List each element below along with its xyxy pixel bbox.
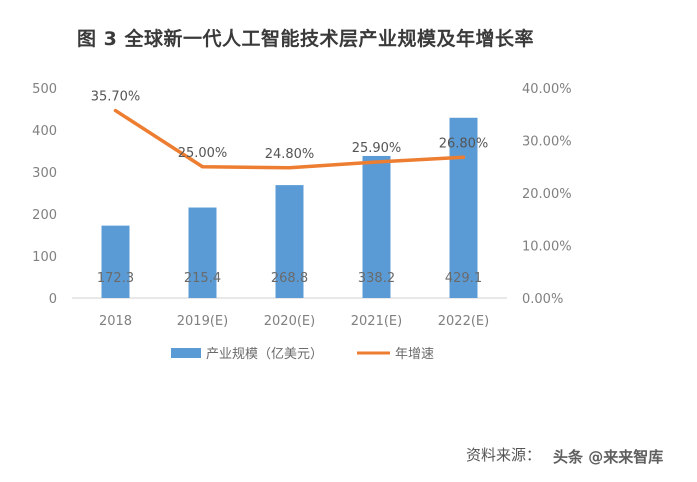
x-tick-label: 2018 xyxy=(99,314,132,329)
right-tick-label: 10.00% xyxy=(522,240,572,255)
line-value-label: 24.80% xyxy=(265,147,315,162)
line-value-label: 25.90% xyxy=(352,141,402,156)
bar-value-label: 172.3 xyxy=(97,271,134,286)
line-value-label: 26.80% xyxy=(439,136,489,151)
line-value-labels: 35.70% 25.00% 24.80% 25.90% 26.80% xyxy=(91,90,489,162)
left-tick-label: 300 xyxy=(32,166,57,181)
x-axis-labels: 2018 2019(E) 2020(E) 2021(E) 2022(E) xyxy=(99,314,489,329)
left-tick-label: 400 xyxy=(32,124,57,139)
watermark: 头条 @来来智库 xyxy=(553,448,664,466)
x-tick-label: 2022(E) xyxy=(438,314,489,329)
line-value-label: 25.00% xyxy=(178,146,228,161)
line-point xyxy=(114,109,117,113)
line-point xyxy=(288,166,291,170)
legend: 产业规模（亿美元） 年增速 xyxy=(171,347,434,362)
line-series xyxy=(113,108,466,170)
source-label: 资料来源： xyxy=(466,446,542,464)
line-value-label: 35.70% xyxy=(91,90,141,105)
bar-value-label: 338.2 xyxy=(358,271,395,286)
right-tick-label: 30.00% xyxy=(522,135,572,150)
bar-series xyxy=(101,117,478,298)
right-tick-label: 0.00% xyxy=(522,292,563,307)
bar xyxy=(362,155,391,298)
legend-line-label: 年增速 xyxy=(395,347,434,362)
left-tick-label: 0 xyxy=(49,292,57,307)
legend-bar-label: 产业规模（亿美元） xyxy=(206,347,323,362)
bar-value-label: 429.1 xyxy=(445,271,482,286)
right-tick-label: 20.00% xyxy=(522,187,572,202)
x-tick-label: 2021(E) xyxy=(351,314,402,329)
bar xyxy=(275,185,304,298)
x-tick-label: 2020(E) xyxy=(264,314,315,329)
right-tick-label: 40.00% xyxy=(522,82,572,97)
bar xyxy=(101,225,130,298)
bar-value-label: 268.8 xyxy=(271,271,308,286)
bar-value-label: 215.4 xyxy=(184,271,221,286)
left-axis-ticks: 0 100 200 300 400 500 xyxy=(32,82,57,307)
left-tick-label: 200 xyxy=(32,208,57,223)
left-tick-label: 100 xyxy=(32,250,57,265)
line-point xyxy=(201,165,204,169)
bar xyxy=(188,207,217,298)
bar xyxy=(449,117,478,298)
right-axis-ticks: 0.00% 10.00% 20.00% 30.00% 40.00% xyxy=(522,82,572,307)
line-point xyxy=(462,155,465,159)
legend-bar-swatch xyxy=(171,348,201,358)
left-tick-label: 500 xyxy=(32,82,57,97)
x-tick-label: 2019(E) xyxy=(177,314,228,329)
bar-value-labels: 172.3 215.4 268.8 338.2 429.1 xyxy=(97,271,482,286)
chart-title: 图 3 全球新一代人工智能技术层产业规模及年增长率 xyxy=(77,28,534,50)
line-point xyxy=(375,160,378,164)
